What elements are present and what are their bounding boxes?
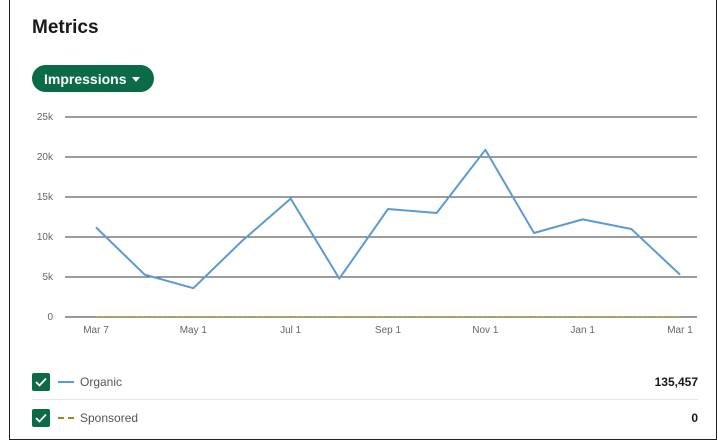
sponsored-legend-label: Sponsored — [80, 411, 139, 425]
x-axis-ticks: Mar 7 May 1 Jul 1 Sep 1 Nov 1 Jan 1 Mar 1 — [83, 325, 693, 336]
y-tick-label: 5k — [42, 272, 54, 283]
metric-selector-button[interactable]: Impressions — [32, 65, 155, 92]
x-tick-label: Jul 1 — [280, 325, 302, 336]
chart-series — [95, 148, 681, 318]
impressions-line-chart: 0 5k 10k 15k 20k 25k Mar 7 May 1 Jul 1 Sep 1 Nov … — [37, 112, 697, 336]
chart-gridlines — [65, 116, 697, 318]
organic-legend-label: Organic — [80, 375, 123, 389]
organic-line-swatch — [58, 381, 74, 383]
y-axis-ticks: 0 5k 10k 15k 20k 25k — [37, 112, 54, 323]
x-tick-label: Mar 7 — [83, 325, 109, 336]
y-tick-label: 25k — [37, 112, 54, 123]
x-tick-label: Sep 1 — [375, 325, 402, 336]
y-tick-label: 15k — [37, 192, 54, 203]
organic-total-value: 135,457 — [654, 375, 698, 389]
x-tick-label: Nov 1 — [472, 325, 499, 336]
checkmark-icon — [35, 377, 47, 387]
organic-series-line — [95, 148, 681, 290]
y-tick-label: 20k — [37, 152, 54, 163]
x-tick-label: Jan 1 — [570, 325, 595, 336]
sponsored-checkbox[interactable] — [32, 409, 50, 427]
caret-down-icon — [132, 76, 141, 82]
checkmark-icon — [35, 413, 47, 423]
panel-title: Metrics — [32, 17, 99, 38]
sponsored-total-value: 0 — [691, 411, 698, 425]
legend-row-sponsored: Sponsored 0 — [32, 401, 698, 435]
x-tick-label: Mar 1 — [667, 325, 693, 336]
legend-row-organic: Organic 135,457 — [32, 365, 698, 400]
metrics-card: Metrics Impressions 0 5k 10k 15k 20k 25k Mar … — [9, 0, 717, 440]
y-tick-label: 10k — [37, 232, 54, 243]
sponsored-line-swatch — [58, 417, 74, 419]
y-tick-label: 0 — [47, 312, 53, 323]
metric-selector-label: Impressions — [44, 70, 127, 87]
organic-checkbox[interactable] — [32, 373, 50, 391]
x-tick-label: May 1 — [180, 325, 208, 336]
